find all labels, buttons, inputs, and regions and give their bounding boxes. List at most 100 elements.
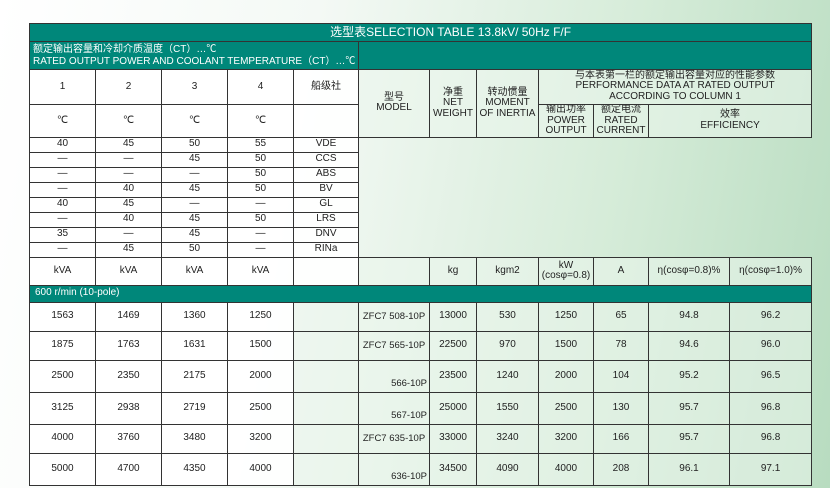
rated-current-header: 额定电流 RATED CURRENT xyxy=(593,104,649,138)
temperature-cell: — xyxy=(29,241,96,258)
section-600rpm: 600 r/min (10-pole) xyxy=(28,284,813,303)
unit-eff-10: η(cosφ=1.0)% xyxy=(728,256,813,286)
col-4: 4 xyxy=(227,69,294,105)
temperature-cell: 55 xyxy=(227,136,294,153)
value-cell: 4700 xyxy=(95,452,162,486)
temperature-cell: 40 xyxy=(95,211,162,228)
temperature-cell: — xyxy=(95,166,162,183)
class-row: —40 45 50 LRS xyxy=(29,211,812,228)
value-cell: 2938 xyxy=(95,391,162,425)
value-cell: 97.1 xyxy=(728,452,813,486)
col-1: 1 xyxy=(29,69,96,105)
table-row: 3125 2938 2719 2500 567-10P 25000 1550 2500 130 9… xyxy=(29,391,813,425)
value-cell: 1500 xyxy=(227,330,294,361)
class-row: — —45 50 CCS xyxy=(29,151,812,168)
value-cell: 96.2 xyxy=(728,301,813,332)
value-cell: 3760 xyxy=(95,423,162,454)
value-cell: 2000 xyxy=(227,359,294,393)
rated-output-header: 额定输出容量和冷却介质温度（CT）…℃ RATED OUTPUT POWER AN… xyxy=(29,41,359,70)
value-cell: 3240 xyxy=(476,423,539,454)
unit-kw: kW (cosφ=0.8) xyxy=(538,256,594,286)
rated-header-en: RATED OUTPUT POWER AND COOLANT TEMPERATU… xyxy=(33,55,356,67)
temperature-cell: 40 xyxy=(29,196,96,213)
header-filler xyxy=(357,41,813,70)
empty-cell xyxy=(293,423,359,454)
value-cell: 96.5 xyxy=(728,359,813,393)
value-cell: 1360 xyxy=(161,301,228,332)
empty-cell xyxy=(293,330,359,361)
class-row: —40 45 50 BV xyxy=(29,181,812,198)
temperature-cell: — xyxy=(227,241,294,258)
value-cell: 96.8 xyxy=(728,391,813,425)
unit-a: A xyxy=(593,256,649,286)
value-cell: 1563 xyxy=(29,301,96,332)
value-cell: 4000 xyxy=(29,423,96,454)
temperature-cell: — xyxy=(95,226,162,243)
value-cell: 130 xyxy=(593,391,649,425)
temperature-cell: 50 xyxy=(161,136,228,153)
temperature-cell: — xyxy=(227,196,294,213)
value-cell: 95.7 xyxy=(648,391,730,425)
value-cell: 3200 xyxy=(227,423,294,454)
class-society: DNV xyxy=(293,226,359,243)
value-cell: 104 xyxy=(593,359,649,393)
temperature-cell: 45 xyxy=(95,196,162,213)
value-cell: 1631 xyxy=(161,330,228,361)
moment-header: 转动惯量 MOMENT OF INERTIA xyxy=(476,69,539,138)
class-society: BV xyxy=(293,181,359,198)
empty-cell xyxy=(293,256,359,286)
temperature-cell: 40 xyxy=(29,136,96,153)
model-header: 型号 MODEL xyxy=(358,69,430,138)
value-cell: 96.0 xyxy=(728,330,813,361)
temperature-cell: 50 xyxy=(161,241,228,258)
unit-kva: kVA xyxy=(29,256,96,286)
efficiency-header: 效率 EFFICIENCY xyxy=(647,104,813,138)
value-cell: 1875 xyxy=(29,330,96,361)
unit-kg: kg xyxy=(429,256,477,286)
empty-cell xyxy=(293,391,359,425)
selection-table: 选型表SELECTION TABLE 13.8kV/ 50Hz F/F 额定输出… xyxy=(28,23,813,486)
performance-header: 与本表第一栏的额定输出容量对应的性能参数 PERFORMANCE DATA AT … xyxy=(537,69,813,105)
empty-cell xyxy=(293,301,359,332)
value-cell: 33000 xyxy=(429,423,477,454)
unit-model xyxy=(358,256,430,286)
empty-cell xyxy=(293,359,359,393)
net-weight-header: 净重 NET WEIGHT xyxy=(429,69,477,138)
unit-kgm2: kgm2 xyxy=(476,256,539,286)
value-cell: 95.7 xyxy=(648,423,730,454)
value-cell: 96.8 xyxy=(728,423,813,454)
unit-deg: ℃ xyxy=(161,104,228,138)
temperature-cell: 45 xyxy=(161,211,228,228)
temperature-cell: — xyxy=(29,181,96,198)
value-cell: 4000 xyxy=(538,452,594,486)
class-society: RINa xyxy=(293,241,359,258)
value-cell: 1550 xyxy=(476,391,539,425)
table-row: 1563 1469 1360 1250 ZFC7 508-10P 13000 530 1250… xyxy=(29,301,813,332)
value-cell: 1250 xyxy=(538,301,594,332)
value-cell: 94.8 xyxy=(648,301,730,332)
value-cell: 95.2 xyxy=(648,359,730,393)
model-cell: ZFC7 635-10P xyxy=(358,423,430,454)
unit-kva: kVA xyxy=(227,256,294,286)
value-cell: 13000 xyxy=(429,301,477,332)
class-row: 40 45— — GL xyxy=(29,196,812,213)
value-cell: 2719 xyxy=(161,391,228,425)
temperature-cell: — xyxy=(29,211,96,228)
unit-deg: ℃ xyxy=(29,104,96,138)
unit-eff-08: η(cosφ=0.8)% xyxy=(648,256,730,286)
unit-kva: kVA xyxy=(95,256,162,286)
value-cell: 2350 xyxy=(95,359,162,393)
class-row: — — —50 ABS xyxy=(29,166,812,183)
table-row: 4000 3760 3480 3200 ZFC7 635-10P 33000 3240 320… xyxy=(29,423,813,454)
value-cell: 78 xyxy=(593,330,649,361)
value-cell: 23500 xyxy=(429,359,477,393)
value-cell: 530 xyxy=(476,301,539,332)
model-cell: 567-10P xyxy=(358,391,430,425)
value-cell: 94.6 xyxy=(648,330,730,361)
value-cell: 96.1 xyxy=(648,452,730,486)
value-cell: 5000 xyxy=(29,452,96,486)
value-cell: 2000 xyxy=(538,359,594,393)
value-cell: 166 xyxy=(593,423,649,454)
value-cell: 3480 xyxy=(161,423,228,454)
table-title: 选型表SELECTION TABLE 13.8kV/ 50Hz F/F xyxy=(28,23,813,42)
